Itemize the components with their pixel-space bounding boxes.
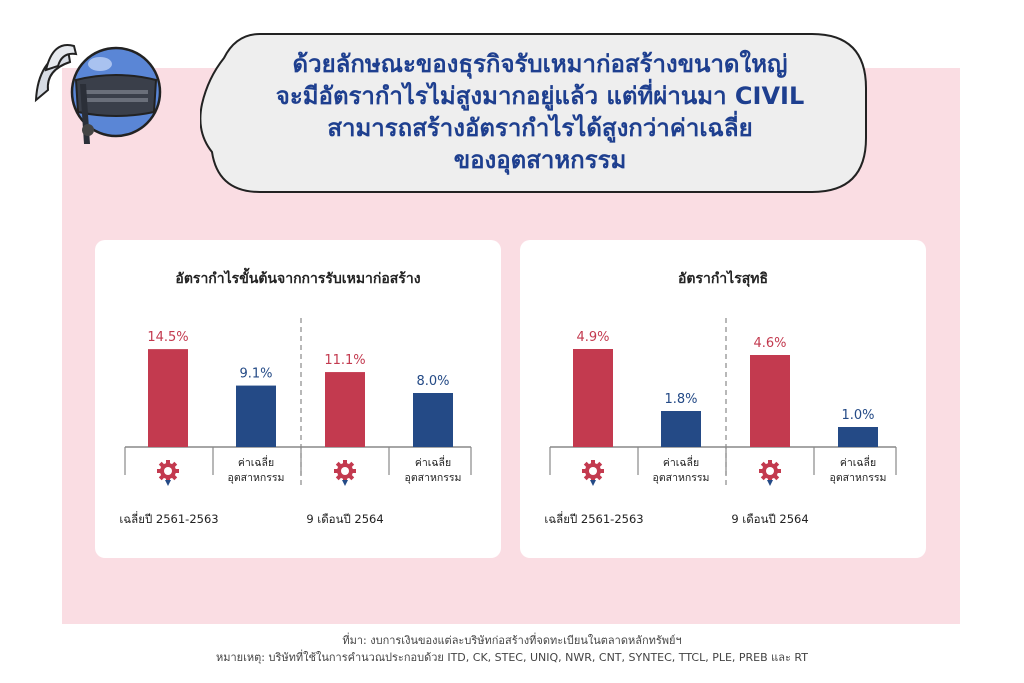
group-label: 9 เดือนปี 2564 xyxy=(306,512,383,526)
remark-note: หมายเหตุ: บริษัทที่ใช้ในการคำนวณประกอบด้… xyxy=(216,651,808,664)
data-label: 8.0% xyxy=(416,374,449,389)
data-label: 1.8% xyxy=(664,392,697,407)
knight-helmet-icon xyxy=(28,40,168,150)
gross-margin-chart: 14.5% 9.1% ค่าเฉลี่ยอุตสาหกรรม 11.1% 8.0% ค่า… xyxy=(119,318,472,526)
bar xyxy=(236,385,276,447)
category-label: ค่าเฉลี่ย xyxy=(415,455,451,469)
speech-bubble: ด้วยลักษณะของธุรกิจรับเหมาก่อสร้างขนาดให… xyxy=(200,28,872,198)
category-label: ค่าเฉลี่ย xyxy=(238,455,274,469)
data-label: 4.9% xyxy=(576,330,609,345)
net-margin-chart: 4.9% 1.8% ค่าเฉลี่ยอุตสาหกรรม 4.6% 1.0% ค่าเฉ… xyxy=(544,318,897,526)
civil-gear-logo-icon xyxy=(334,460,356,486)
data-label: 9.1% xyxy=(239,367,272,382)
headline-line: ของอุตสาหกรรม xyxy=(453,146,627,174)
data-label: 11.1% xyxy=(324,353,365,368)
category-label: ค่าเฉลี่ย xyxy=(840,455,876,469)
bar xyxy=(838,427,878,447)
chart-title: อัตรากำไรขั้นต้นจากการรับเหมาก่อสร้าง xyxy=(175,271,421,287)
category-label: อุตสาหกรรม xyxy=(653,472,710,484)
civil-gear-logo-icon xyxy=(759,460,781,486)
bar xyxy=(573,349,613,447)
bar xyxy=(413,393,453,447)
headline-text: ด้วยลักษณะของธุรกิจรับเหมาก่อสร้างขนาดให… xyxy=(240,48,840,176)
bar xyxy=(325,372,365,447)
data-label: 4.6% xyxy=(753,336,786,351)
source-note: ที่มา: งบการเงินของแต่ละบริษัทก่อสร้างที… xyxy=(342,634,682,647)
category-label: อุตสาหกรรม xyxy=(228,472,285,484)
civil-gear-logo-icon xyxy=(157,460,179,486)
headline-line: สามารถสร้างอัตรากำไรได้สูงกว่าค่าเฉลี่ย xyxy=(327,114,753,142)
data-label: 14.5% xyxy=(147,330,188,345)
group-label: เฉลี่ยปี 2561-2563 xyxy=(119,511,218,526)
category-label: อุตสาหกรรม xyxy=(830,472,887,484)
group-label: เฉลี่ยปี 2561-2563 xyxy=(544,511,643,526)
category-label: อุตสาหกรรม xyxy=(405,472,462,484)
category-label: ค่าเฉลี่ย xyxy=(663,455,699,469)
net-margin-card: อัตรากำไรสุทธิ 4.9% 1.8% ค่าเฉลี่ยอุตสาหกร… xyxy=(520,240,926,558)
headline-line: จะมีอัตรากำไรไม่สูงมากอยู่แล้ว แต่ที่ผ่า… xyxy=(275,82,805,110)
group-label: 9 เดือนปี 2564 xyxy=(731,512,808,526)
gross-margin-card: อัตรากำไรขั้นต้นจากการรับเหมาก่อสร้าง 14… xyxy=(95,240,501,558)
bar xyxy=(148,349,188,447)
civil-gear-logo-icon xyxy=(582,460,604,486)
bar xyxy=(661,411,701,447)
bar xyxy=(750,355,790,447)
chart-title: อัตรากำไรสุทธิ xyxy=(677,271,769,287)
data-label: 1.0% xyxy=(841,408,874,423)
headline-line: ด้วยลักษณะของธุรกิจรับเหมาก่อสร้างขนาดให… xyxy=(292,50,788,78)
